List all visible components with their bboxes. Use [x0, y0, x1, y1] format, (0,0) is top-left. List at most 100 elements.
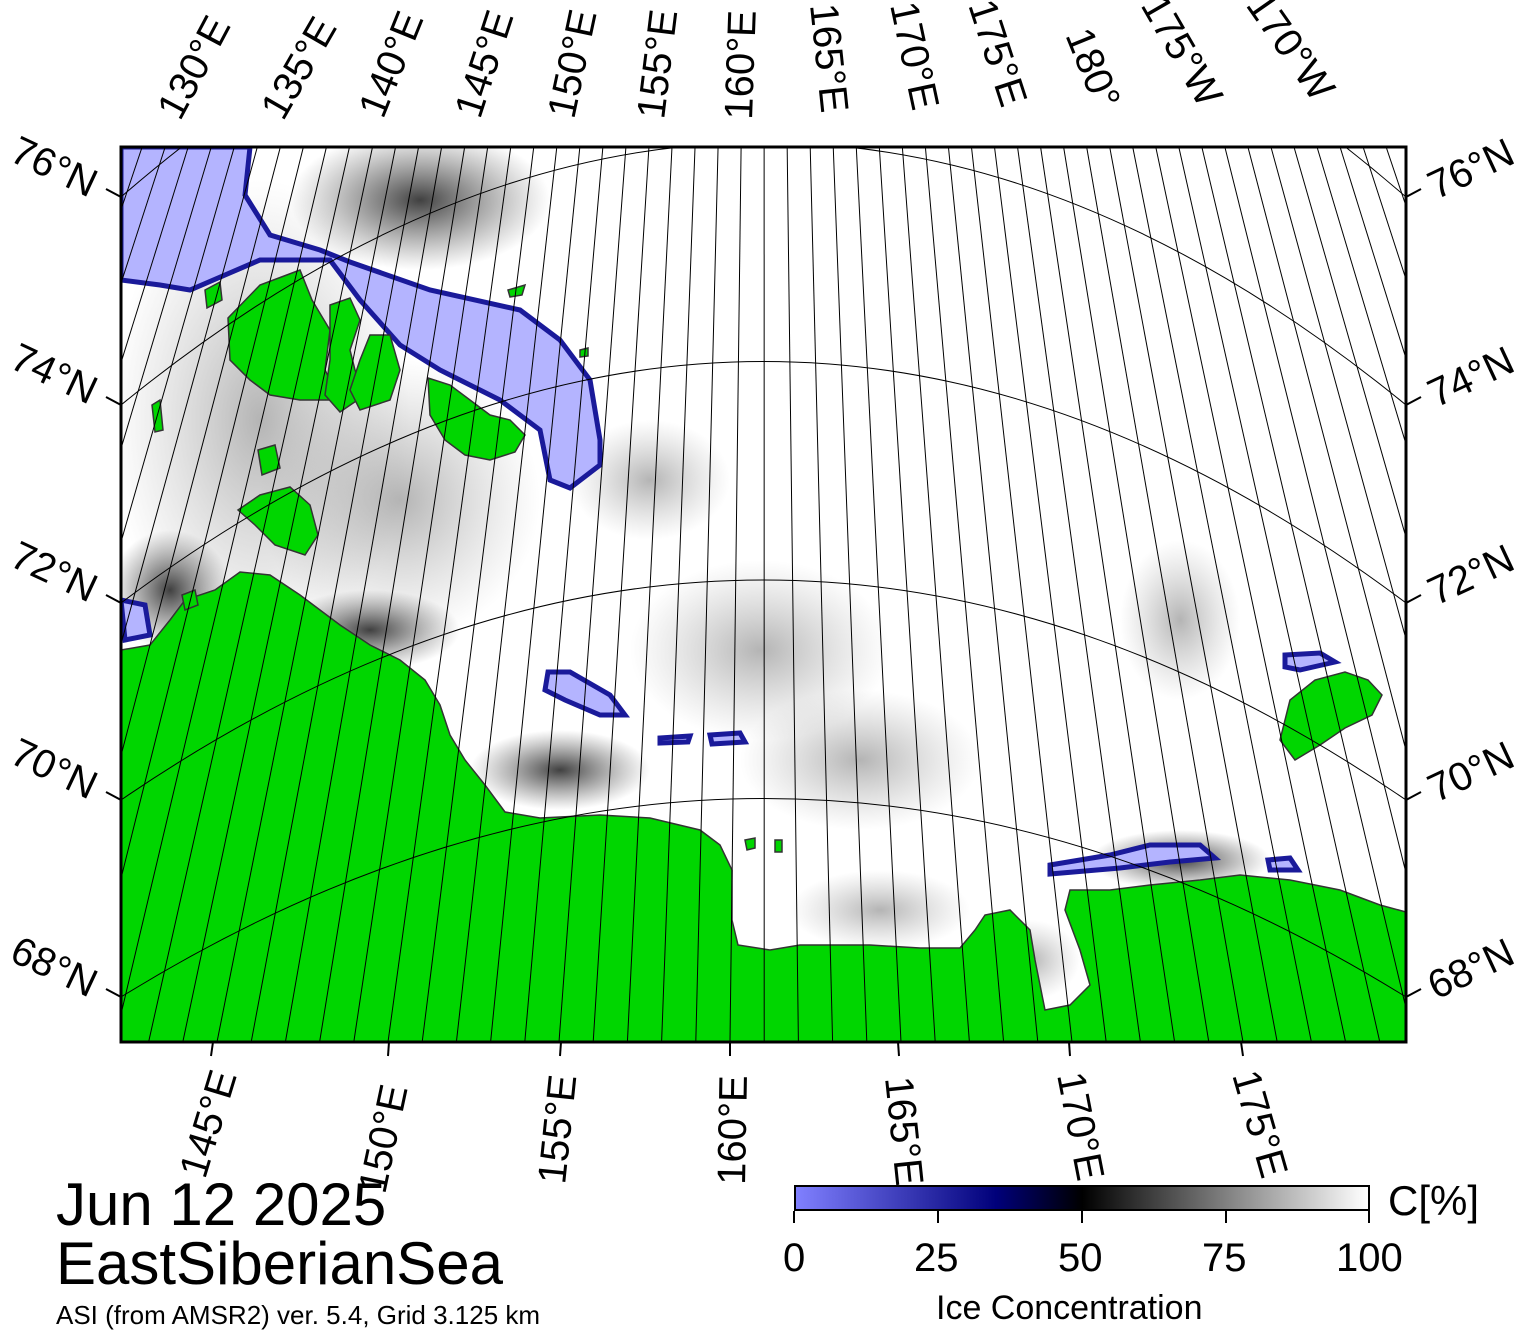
date-label: Jun 12 2025 — [56, 1171, 387, 1238]
top-lon-label: 175°W — [1132, 0, 1230, 114]
meridian-line — [524, 147, 604, 1042]
bottom-lon-label: 160°E — [710, 1075, 756, 1185]
ice-concentration-colorbar — [794, 1185, 1370, 1211]
meridian-line — [729, 147, 742, 1042]
colorbar-tick-label: 0 — [783, 1236, 806, 1280]
meridian-line — [0, 147, 4, 1042]
left-lat-label: 76°N — [4, 128, 104, 206]
top-lon-label: 175°E — [959, 0, 1035, 112]
top-lon-label: 170°W — [1238, 0, 1343, 109]
meridian-line — [626, 147, 673, 1042]
map-content — [0, 147, 1527, 1042]
meridian-line — [353, 147, 489, 1042]
meridian-line — [1063, 147, 1210, 1042]
meridian-line — [1478, 147, 1527, 1042]
top-lon-label: 165°E — [801, 1, 856, 114]
left-lat-label: 72°N — [4, 533, 104, 611]
meridian-line — [1086, 147, 1244, 1042]
graticule — [0, 147, 1527, 1042]
meridian-line — [970, 147, 1073, 1042]
bottom-lon-label: 145°E — [172, 1065, 246, 1183]
meridian-line — [0, 147, 50, 1042]
right-lat-label: 68°N — [1421, 931, 1521, 1009]
meridian-line — [216, 147, 397, 1042]
meridians — [0, 147, 1527, 1042]
meridian-line — [901, 147, 970, 1042]
meridian-line — [121, 147, 258, 646]
meridian-line — [121, 147, 281, 758]
meridian-line — [387, 147, 512, 1042]
meridian-line — [924, 147, 1005, 1042]
meridian-line — [1224, 147, 1406, 875]
right-lat-label: 70°N — [1421, 734, 1521, 812]
bottom-lon-label: 175°E — [1223, 1065, 1295, 1182]
top-lon-label: 140°E — [351, 5, 433, 123]
right-lat-label: 76°N — [1421, 131, 1521, 209]
right-lat-labels: 76°N 74°N 72°N 70°N 68°N — [1421, 131, 1521, 1009]
meridian-line — [121, 147, 189, 365]
new-siberia-island — [427, 376, 526, 461]
colorbar-title: Ice Concentration — [936, 1289, 1203, 1327]
meridian-line — [182, 147, 373, 1042]
meridian-line — [1109, 147, 1278, 1042]
meridian-line — [592, 147, 650, 1042]
meridian-line — [994, 147, 1107, 1042]
land — [121, 269, 1406, 1042]
meridian-line — [250, 147, 420, 1042]
meridian-line — [455, 147, 558, 1042]
meridian-line — [1040, 147, 1176, 1042]
meridian-line — [121, 147, 304, 881]
meridian-line — [1201, 147, 1406, 1011]
top-lon-label: 160°E — [717, 9, 765, 120]
meridian-line — [809, 147, 834, 1042]
colorbar-tick — [1225, 1211, 1227, 1223]
meridian-line — [1270, 147, 1406, 641]
right-lat-label: 74°N — [1421, 339, 1521, 417]
meridian-line — [1293, 147, 1406, 540]
colorbar-tick-label: 25 — [914, 1236, 959, 1280]
left-lat-labels: 76°N 74°N 72°N 70°N 68°N — [4, 128, 104, 1006]
meridian-line — [284, 147, 443, 1042]
right-lat-label: 72°N — [1421, 537, 1521, 615]
meridian-line — [148, 147, 350, 1042]
meridian-line — [421, 147, 535, 1042]
colorbar-tick-label: 100 — [1336, 1236, 1403, 1280]
meridian-line — [832, 147, 868, 1042]
meridian-line — [1155, 147, 1347, 1042]
top-lon-label: 180° — [1057, 22, 1129, 115]
top-lon-label: 145°E — [447, 5, 523, 123]
meridian-line — [319, 147, 466, 1042]
top-lon-label: 170°E — [881, 0, 947, 114]
bottom-lon-label: 155°E — [530, 1073, 585, 1186]
left-lat-label: 70°N — [4, 730, 104, 808]
mainland — [121, 571, 1406, 1042]
meridian-line — [661, 147, 696, 1042]
meridian-line — [1339, 147, 1406, 361]
region-label: EastSiberianSea — [56, 1230, 503, 1297]
meridian-line — [786, 147, 799, 1042]
meridian-line — [1132, 147, 1312, 1042]
meridian-line — [490, 147, 581, 1042]
meridian-line — [121, 147, 327, 1017]
top-lon-label: 135°E — [253, 10, 346, 127]
meridian-line — [1247, 147, 1406, 753]
left-lat-label: 74°N — [4, 335, 104, 413]
parallel-74n — [121, 147, 1406, 406]
meridian-line — [121, 147, 212, 451]
meridian-line — [121, 147, 235, 544]
source-label: ASI (from AMSR2) ver. 5.4, Grid 3.125 km — [56, 1300, 541, 1330]
bottom-lon-label: 170°E — [1048, 1068, 1112, 1184]
meridian-line — [878, 147, 936, 1042]
colorbar-tick-label: 50 — [1058, 1236, 1103, 1280]
top-lon-label: 130°E — [149, 9, 239, 126]
colorbar-unit: C[%] — [1388, 1177, 1480, 1224]
bear-islands — [744, 837, 756, 851]
meridian-line — [1017, 147, 1141, 1042]
bottom-lon-ticks — [210, 1041, 1244, 1057]
meridian-line — [1501, 147, 1527, 1042]
wrangel-island — [1279, 671, 1383, 761]
meridian-line — [855, 147, 902, 1042]
stolbovoy-island — [257, 444, 281, 477]
top-lon-labels: 130°E 135°E 140°E 145°E 150°E 155°E 160°… — [149, 0, 1343, 127]
